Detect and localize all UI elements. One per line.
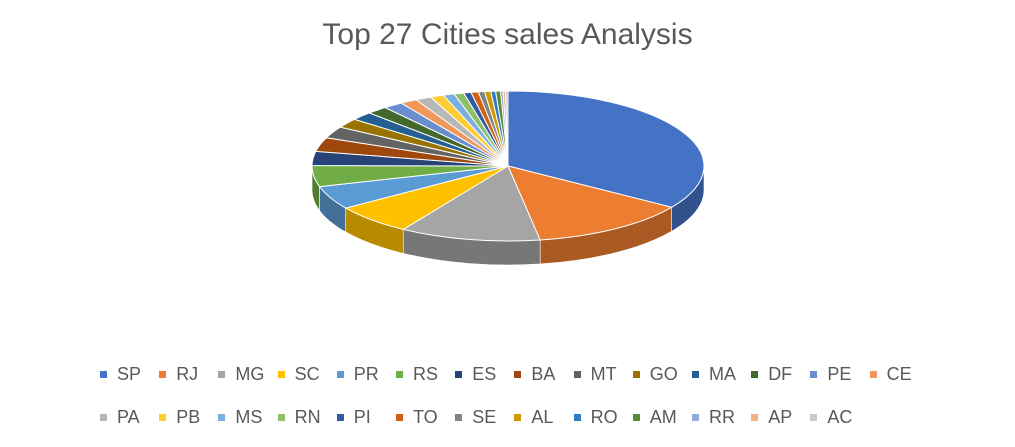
legend-item-go: GO (632, 364, 678, 385)
legend-label: AL (531, 407, 554, 427)
legend-label: MA (709, 364, 736, 384)
legend-swatch (455, 371, 463, 378)
legend-swatch (692, 371, 699, 378)
legend-item-pr: PR (336, 364, 379, 385)
legend-item-pa: PA (100, 407, 140, 428)
legend-label: SP (117, 364, 142, 384)
legend-label: PR (353, 364, 379, 384)
legend-item-rj: RJ (159, 364, 198, 385)
legend-label: MS (235, 407, 263, 427)
legend-item-am: AM (632, 407, 677, 428)
legend-label: PA (117, 407, 140, 427)
legend-label: SE (472, 407, 497, 427)
legend-label: RR (709, 407, 735, 427)
legend-swatch (514, 414, 522, 421)
legend-swatch (632, 414, 640, 421)
legend-item-df: DF (751, 364, 792, 385)
legend-swatch (396, 414, 403, 421)
legend-label: RS (413, 364, 439, 384)
legend-label: RN (294, 407, 321, 427)
legend-label: SC (294, 364, 320, 384)
legend-swatch (573, 371, 581, 378)
legend-item-pb: PB (159, 407, 200, 428)
legend-item-es: ES (455, 364, 496, 385)
legend-item-sp: SP (100, 364, 141, 385)
legend-swatch (632, 371, 640, 378)
legend-item-pi: PI (336, 407, 371, 428)
legend-swatch (810, 371, 818, 378)
legend-item-ms: MS (218, 407, 262, 428)
legend-label: AC (827, 407, 853, 427)
legend-label: PB (176, 407, 201, 427)
legend-label: BA (531, 364, 556, 384)
legend-label: AP (768, 407, 793, 427)
legend-swatch (751, 371, 759, 378)
legend-label: RO (590, 407, 618, 427)
legend-swatch (455, 414, 463, 421)
legend-swatch (692, 414, 699, 421)
legend-item-rn: RN (277, 407, 321, 428)
legend-row-1: SP RJ MG SC PR RS ES BA MT GO MA DF PE CE (100, 364, 930, 388)
pie-top (311, 90, 705, 242)
legend-swatch (336, 371, 344, 378)
legend-label: MT (590, 364, 617, 384)
legend-swatch (277, 371, 285, 378)
legend-item-ma: MA (692, 364, 736, 385)
legend-item-ba: BA (514, 364, 555, 385)
legend-item-ce: CE (869, 364, 912, 385)
chart-title: Top 27 Cities sales Analysis (322, 18, 693, 51)
pie-slice-ac (505, 90, 509, 167)
legend-item-al: AL (514, 407, 553, 428)
pie-chart (311, 90, 705, 266)
legend-item-se: SE (455, 407, 496, 428)
legend-item-ro: RO (573, 407, 618, 428)
legend-label: TO (413, 407, 438, 427)
legend-label: PI (353, 407, 371, 427)
legend-swatch (100, 414, 107, 421)
legend-label: GO (649, 364, 678, 384)
legend-swatch (751, 414, 759, 421)
legend-label: DF (768, 364, 793, 384)
legend-label: CE (886, 364, 912, 384)
legend-swatch (336, 414, 344, 421)
legend-swatch (100, 371, 107, 378)
legend-swatch (810, 414, 818, 421)
legend-item-mg: MG (218, 364, 264, 385)
legend-label: AM (649, 407, 677, 427)
legend-row-2: PA PB MS RN PI TO SE AL RO AM RR AP AC (100, 407, 930, 431)
legend-label: MG (235, 364, 265, 384)
legend-swatch (159, 414, 167, 421)
legend-label: RJ (176, 364, 199, 384)
legend-swatch (869, 371, 877, 378)
legend-item-sc: SC (277, 364, 320, 385)
legend-swatch (218, 371, 226, 378)
legend-label: PE (827, 364, 852, 384)
legend-item-ap: AP (751, 407, 792, 428)
legend-swatch (573, 414, 581, 421)
legend-item-pe: PE (810, 364, 851, 385)
pie-sides (311, 165, 705, 266)
legend-swatch (218, 414, 226, 421)
legend-item-rs: RS (396, 364, 438, 385)
legend-swatch (396, 371, 403, 378)
legend-item-to: TO (396, 407, 438, 428)
legend-item-rr: RR (692, 407, 735, 428)
legend-swatch (277, 414, 285, 421)
legend-swatch (159, 371, 167, 378)
legend-item-ac: AC (810, 407, 852, 428)
pie-slice-rj (507, 165, 673, 241)
pie-slice-mg (401, 165, 541, 242)
legend-label: ES (472, 364, 497, 384)
legend-item-mt: MT (573, 364, 617, 385)
legend-swatch (514, 371, 522, 378)
